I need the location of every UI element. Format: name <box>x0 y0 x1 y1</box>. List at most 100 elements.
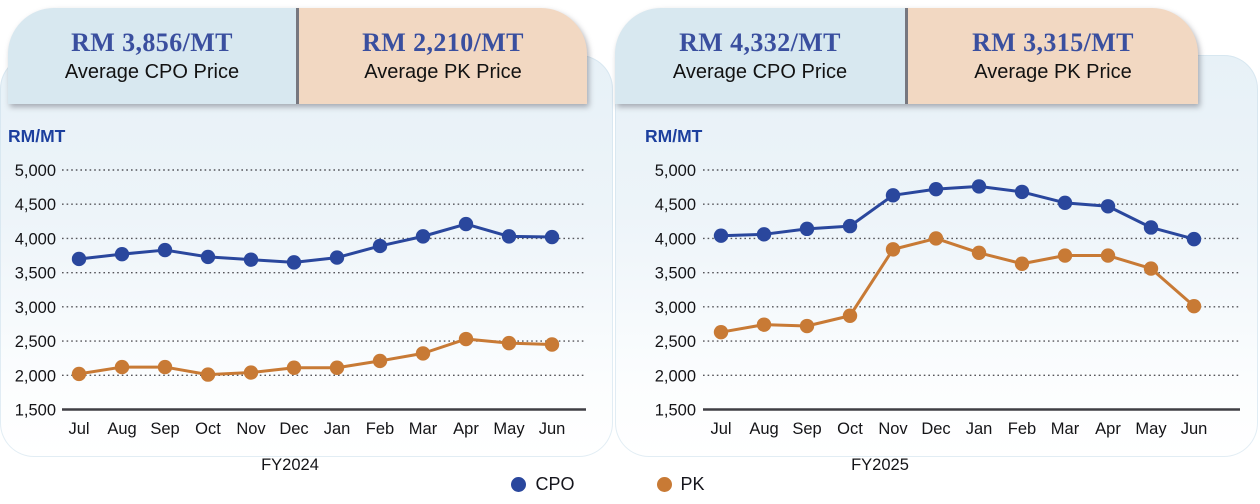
cpo-data-point <box>1100 199 1116 214</box>
pk-price-line <box>719 236 1196 334</box>
pk-data-point <box>544 337 560 352</box>
pk-data-point <box>799 318 815 334</box>
month-tick-label: Jan <box>324 420 351 438</box>
month-tick-label: May <box>493 420 525 438</box>
cpo-data-point <box>114 246 130 262</box>
cpo-data-point <box>544 229 560 245</box>
fy2024-average-pk-price-label: Average PK Price <box>364 60 522 83</box>
y-tick-label: 4,500 <box>655 196 696 214</box>
cpo-data-point <box>1057 195 1073 211</box>
chart-legend: CPO PK <box>0 474 1238 495</box>
month-tick-label: Aug <box>107 420 136 438</box>
pk-data-point <box>1014 256 1030 271</box>
cpo-data-point <box>799 221 815 237</box>
y-tick-label: 1,500 <box>15 402 56 420</box>
pk-data-point <box>885 242 901 257</box>
y-tick-label: 2,000 <box>15 367 56 385</box>
y-tick-label: 1,500 <box>655 402 696 420</box>
pk-price-line <box>77 337 554 377</box>
y-tick-label: 4,500 <box>15 196 56 214</box>
pk-data-point <box>157 359 173 375</box>
pk-data-point <box>114 359 130 375</box>
pk-data-point <box>971 245 987 260</box>
fy2025-average-cpo-price-value: RM 4,332/MT <box>679 28 841 58</box>
pk-data-point <box>286 360 302 375</box>
pk-data-point <box>842 308 858 323</box>
pk-data-point <box>372 353 388 369</box>
cpo-data-point <box>71 251 87 267</box>
y-axis-unit-label: RM/MT <box>8 126 66 146</box>
pk-data-point <box>928 231 944 246</box>
cpo-data-point <box>1143 220 1159 235</box>
y-axis-unit-label: RM/MT <box>645 126 703 146</box>
y-tick-label: 3,500 <box>655 265 696 283</box>
fy2025-average-pk-price-value: RM 3,315/MT <box>972 28 1134 58</box>
cpo-data-point <box>329 250 345 265</box>
legend-item-pk: PK <box>656 474 705 495</box>
cpo-data-point <box>1186 231 1202 247</box>
y-tick-label: 2,500 <box>15 333 56 351</box>
pk-data-point <box>415 346 431 361</box>
cpo-data-point <box>501 229 517 244</box>
cpo-data-point <box>157 242 173 258</box>
pk-data-point <box>756 317 772 332</box>
pk-data-point <box>501 335 517 351</box>
cpo-data-point <box>713 228 729 243</box>
fiscal-year-label: FY2024 <box>261 456 319 474</box>
cpo-data-point <box>415 229 431 244</box>
y-tick-label: 5,000 <box>655 162 696 180</box>
cpo-data-point <box>200 249 216 265</box>
month-tick-label: Feb <box>366 420 394 438</box>
month-tick-label: Jan <box>966 420 993 438</box>
fy2025-summary-badges: RM 4,332/MT Average CPO Price RM 3,315/M… <box>615 8 1198 104</box>
fy2024-average-pk-price-value: RM 2,210/MT <box>362 28 524 58</box>
cpo-data-point <box>842 218 858 234</box>
fy2025-average-pk-price-label: Average PK Price <box>974 60 1132 83</box>
pk-data-point <box>71 366 87 382</box>
y-tick-label: 4,000 <box>655 230 696 248</box>
month-tick-label: Apr <box>1095 420 1121 438</box>
month-tick-label: Oct <box>837 420 863 438</box>
fy2025-average-cpo-price-label: Average CPO Price <box>672 60 848 83</box>
fy2025-panel <box>615 55 1258 457</box>
fy2024-line-chart: RM/MT 5,000 4,500 4,000 3,500 3,000 2,500 2,000… <box>8 126 586 474</box>
month-tick-label: Nov <box>236 420 266 438</box>
pk-data-point <box>243 365 259 380</box>
cpo-data-point <box>928 181 944 197</box>
month-tick-label: Mar <box>409 420 438 438</box>
pk-data-point <box>713 324 729 340</box>
fy2024-average-cpo-price-value: RM 3,856/MT <box>71 28 233 58</box>
y-tick-label: 2,000 <box>655 367 696 385</box>
cpo-price-line <box>77 222 554 264</box>
month-tick-label: Oct <box>195 420 221 438</box>
cpo-legend-label: CPO <box>535 474 575 494</box>
legend-item-cpo: CPO <box>511 474 575 495</box>
pk-data-point <box>200 367 216 382</box>
y-tick-label: 5,000 <box>15 162 56 180</box>
month-tick-label: Jul <box>68 420 89 438</box>
month-tick-label: Mar <box>1051 420 1080 438</box>
month-tick-label: Sep <box>792 420 821 438</box>
cpo-data-point <box>243 252 259 267</box>
month-tick-label: Aug <box>749 420 778 438</box>
y-tick-label: 2,500 <box>655 333 696 351</box>
fy2024-average-cpo-price-badge: RM 3,856/MT Average CPO Price <box>8 8 296 104</box>
fy2025-average-cpo-price-badge: RM 4,332/MT Average CPO Price <box>615 8 905 104</box>
pk-data-point <box>1186 298 1202 314</box>
pk-data-point <box>1057 248 1073 263</box>
fy2024-summary-badges: RM 3,856/MT Average CPO Price RM 2,210/M… <box>8 8 587 104</box>
cpo-data-point <box>885 188 901 203</box>
month-tick-label: Jun <box>539 420 566 438</box>
month-tick-label: Jul <box>710 420 731 438</box>
fy2025-line-chart: RM/MT 5,000 4,500 4,000 3,500 3,000 2,500 2,000… <box>645 126 1240 474</box>
pk-data-point <box>329 360 345 375</box>
cpo-data-point <box>1014 184 1030 200</box>
pk-legend-dot-icon <box>656 477 672 492</box>
month-tick-label: Apr <box>453 420 479 438</box>
pk-data-point <box>458 331 474 347</box>
fiscal-year-label: FY2025 <box>851 456 909 474</box>
month-tick-label: May <box>1135 420 1167 438</box>
cpo-data-point <box>372 238 388 254</box>
month-tick-label: Sep <box>150 420 179 438</box>
